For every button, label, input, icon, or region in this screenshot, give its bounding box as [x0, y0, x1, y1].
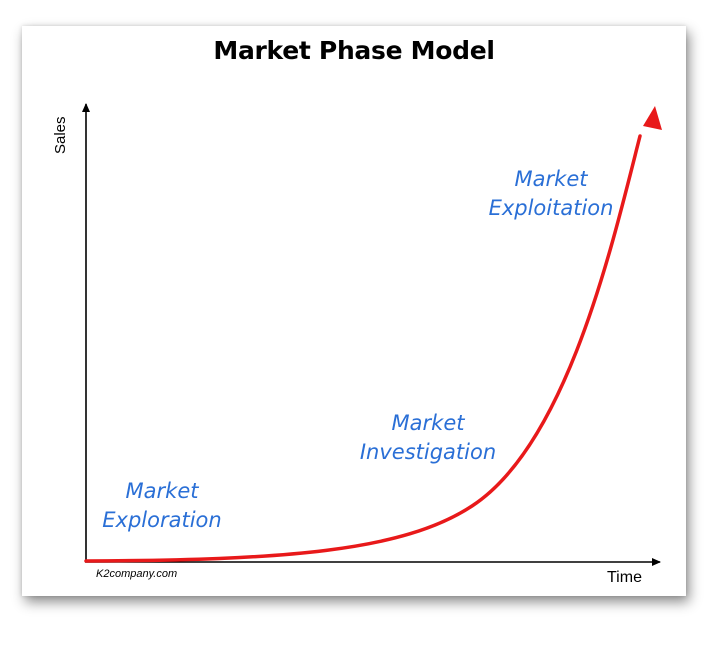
diagram-title: Market Phase Model: [213, 36, 495, 65]
y-axis-label: Sales: [52, 116, 69, 154]
source-credit: K2company.com: [96, 568, 178, 580]
phase-exploration-label: Market Exploration: [90, 477, 234, 535]
phase-exploitation-line2: Exploitation: [488, 196, 614, 220]
phase-investigation-line1: Market: [391, 411, 465, 435]
diagram-canvas: [82, 103, 662, 566]
phase-exploitation-line1: Market: [514, 167, 588, 191]
phase-exploration-line2: Exploration: [102, 508, 222, 532]
phase-investigation-label: Market Investigation: [348, 409, 508, 467]
growth-curve: [84, 134, 642, 563]
phase-exploitation-label: Market Exploitation: [476, 165, 626, 223]
diagram-card: Market Phase Model Sales Time K2company.…: [22, 26, 686, 596]
phase-investigation-line2: Investigation: [359, 440, 497, 464]
growth-curve-arrowhead: [643, 106, 662, 130]
phase-exploration-line1: Market: [125, 479, 199, 503]
x-axis-label: Time: [607, 569, 642, 586]
